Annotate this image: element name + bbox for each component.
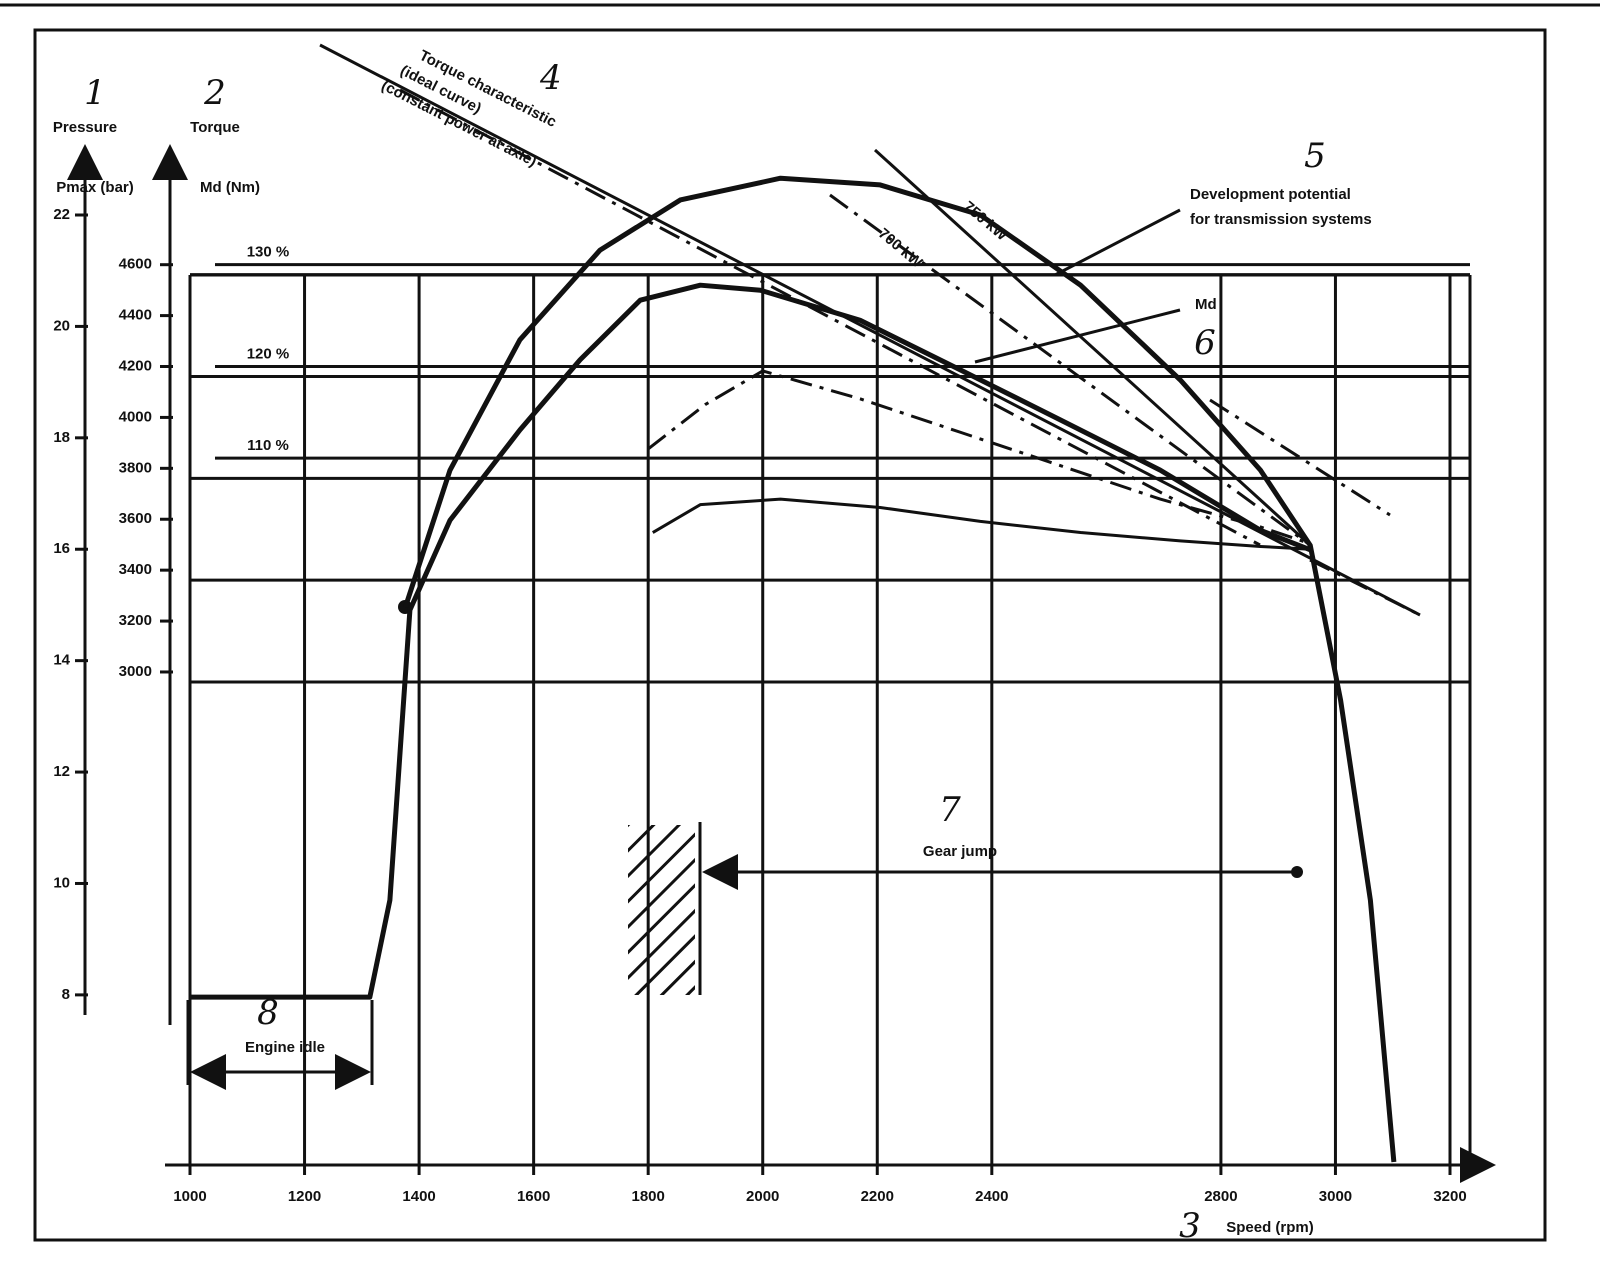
percent-label: 110 % bbox=[247, 437, 289, 454]
x-tick-label: 3000 bbox=[1319, 1188, 1352, 1205]
y-axis-unit: Pmax (bar) bbox=[56, 179, 134, 196]
x-tick-label: 1800 bbox=[631, 1188, 664, 1205]
y2-tick-label: 3000 bbox=[119, 663, 152, 680]
x-tick-label: 2400 bbox=[975, 1188, 1008, 1205]
annotation-number: 4 bbox=[539, 58, 562, 98]
y-tick-label: 18 bbox=[53, 429, 70, 446]
annotation-number: 8 bbox=[257, 993, 279, 1033]
y-tick-label: 14 bbox=[53, 652, 70, 669]
y2-tick-label: 4400 bbox=[119, 307, 152, 324]
x-tick-label: 1400 bbox=[402, 1188, 435, 1205]
y2-tick-label: 3200 bbox=[119, 612, 152, 629]
annotation-text: Development potential bbox=[1190, 186, 1351, 203]
y-axis-number: 1 bbox=[84, 73, 106, 113]
percent-label: 130 % bbox=[247, 244, 290, 261]
annotation-number: 7 bbox=[939, 790, 961, 830]
series-line bbox=[190, 282, 1312, 1000]
y-tick-label: 12 bbox=[53, 763, 70, 780]
y-tick-label: 22 bbox=[53, 206, 70, 223]
y-tick-label: 8 bbox=[62, 986, 70, 1003]
series-line bbox=[652, 497, 1311, 551]
y-tick-label: 16 bbox=[53, 540, 70, 557]
x-tick-label: 2800 bbox=[1204, 1188, 1237, 1205]
x-tick-label: 1200 bbox=[288, 1188, 321, 1205]
series-line bbox=[402, 175, 1397, 1163]
annotation-number: 5 bbox=[1304, 136, 1326, 176]
y2-tick-label: 4000 bbox=[119, 408, 152, 425]
annotation-text: Md bbox=[1195, 296, 1217, 313]
leader-line bbox=[974, 308, 1181, 364]
y-axis-title: Pressure bbox=[53, 119, 117, 136]
y2-tick-label: 3400 bbox=[119, 561, 152, 578]
ideal-torque-dash bbox=[399, 88, 1261, 547]
gear-jump-point bbox=[1291, 866, 1303, 878]
dash-line bbox=[1309, 558, 1421, 617]
frame bbox=[33, 28, 1547, 1242]
power-line bbox=[873, 148, 1312, 547]
annotation-text: Gear jump bbox=[923, 843, 997, 860]
y2-tick-label: 4600 bbox=[119, 256, 152, 273]
annotation-text: Engine idle bbox=[245, 1039, 325, 1056]
y2-tick-label: 3600 bbox=[119, 510, 152, 527]
y2-tick-label: 4200 bbox=[119, 357, 152, 374]
x-axis-title: Speed (rpm) bbox=[1226, 1219, 1314, 1236]
dash-line bbox=[1209, 398, 1391, 517]
y2-tick-label: 3800 bbox=[119, 459, 152, 476]
y-tick-label: 20 bbox=[53, 317, 70, 334]
power-line bbox=[829, 193, 1311, 547]
x-tick-label: 2200 bbox=[861, 1188, 894, 1205]
hatched-zone bbox=[628, 825, 695, 995]
y-tick-label: 10 bbox=[53, 874, 70, 891]
x-tick-label: 3200 bbox=[1433, 1188, 1466, 1205]
annotation-number: 6 bbox=[1194, 323, 1216, 363]
y2-axis-title: Torque bbox=[190, 119, 240, 136]
y2-axis-number: 2 bbox=[203, 73, 226, 113]
percent-label: 120 % bbox=[247, 345, 290, 362]
x-tick-label: 2000 bbox=[746, 1188, 779, 1205]
x-tick-label: 1000 bbox=[173, 1188, 206, 1205]
annotation-text: for transmission systems bbox=[1190, 211, 1372, 228]
x-tick-label: 1600 bbox=[517, 1188, 550, 1205]
series-line bbox=[647, 369, 1311, 546]
x-axis-number: 3 bbox=[1179, 1206, 1201, 1246]
y2-axis-unit: Md (Nm) bbox=[200, 179, 260, 196]
